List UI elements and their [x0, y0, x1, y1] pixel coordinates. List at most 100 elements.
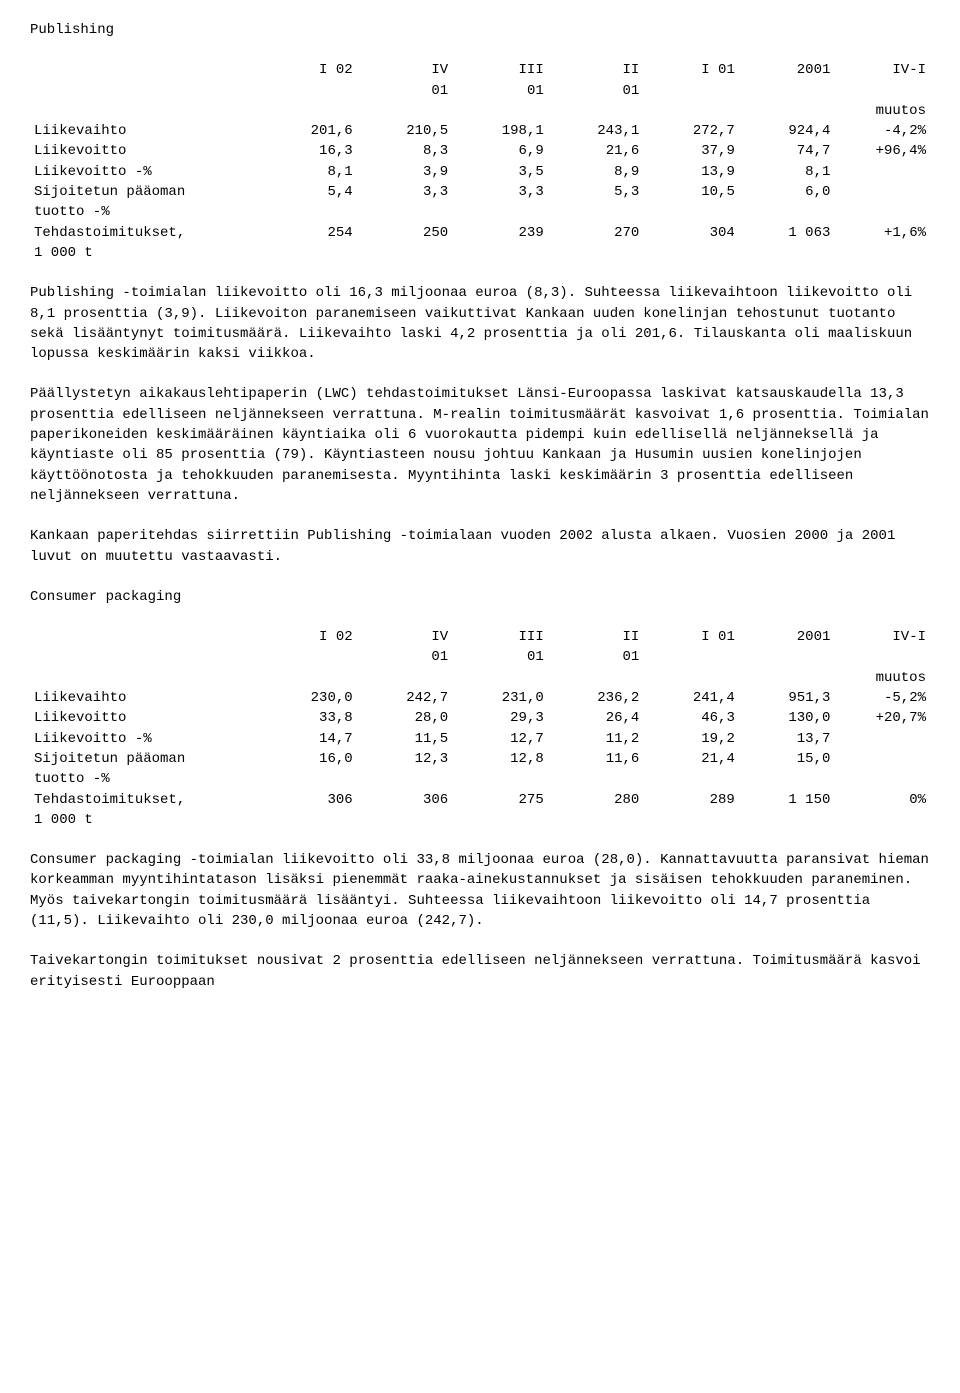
header-cell: [30, 60, 261, 80]
cell-value: 210,5: [357, 121, 453, 141]
cell-value: 289: [643, 790, 739, 810]
cell-value: 16,3: [261, 141, 357, 161]
cell-value: [834, 243, 930, 263]
cell-value: [261, 810, 357, 830]
cell-value: 201,6: [261, 121, 357, 141]
header-cell: I 02: [261, 60, 357, 80]
cell-value: 304: [643, 223, 739, 243]
cell-value: 231,0: [452, 688, 548, 708]
cell-value: 28,0: [357, 708, 453, 728]
cell-value: [548, 810, 644, 830]
header-cell: IV: [357, 627, 453, 647]
consumer-table: I 02 IV III II I 01 2001 IV-I 01 01 01 m…: [30, 627, 930, 830]
cell-value: 3,3: [357, 182, 453, 202]
cell-value: 951,3: [739, 688, 835, 708]
header-cell: IV: [357, 60, 453, 80]
cell-value: 130,0: [739, 708, 835, 728]
cell-value: [643, 769, 739, 789]
cell-value: 5,4: [261, 182, 357, 202]
table-row: Liikevoitto -%14,711,512,711,219,213,7: [30, 729, 930, 749]
table-row: 1 000 t: [30, 810, 930, 830]
row-label: Liikevoitto: [30, 141, 261, 161]
row-label: 1 000 t: [30, 810, 261, 830]
header-cell: [357, 668, 453, 688]
cell-value: 924,4: [739, 121, 835, 141]
cell-value: [452, 243, 548, 263]
cell-value: 6,9: [452, 141, 548, 161]
row-label: Sijoitetun pääoman: [30, 182, 261, 202]
publishing-paragraph: Publishing -toimialan liikevoitto oli 16…: [30, 283, 930, 364]
consumer-title: Consumer packaging: [30, 587, 930, 607]
cell-value: 13,7: [739, 729, 835, 749]
header-cell: [739, 101, 835, 121]
header-cell: [261, 668, 357, 688]
cell-value: 29,3: [452, 708, 548, 728]
cell-value: [357, 202, 453, 222]
cell-value: [452, 810, 548, 830]
cell-value: 270: [548, 223, 644, 243]
cell-value: 11,5: [357, 729, 453, 749]
cell-value: [643, 810, 739, 830]
row-label: Sijoitetun pääoman: [30, 749, 261, 769]
row-label: Liikevoitto -%: [30, 729, 261, 749]
cell-value: 11,2: [548, 729, 644, 749]
header-cell: [834, 81, 930, 101]
header-cell: [643, 81, 739, 101]
header-cell: II: [548, 60, 644, 80]
header-cell: [261, 81, 357, 101]
cell-value: [834, 162, 930, 182]
cell-value: [357, 769, 453, 789]
header-cell: [548, 668, 644, 688]
cell-value: [261, 769, 357, 789]
cell-value: [452, 769, 548, 789]
table-header-row: muutos: [30, 668, 930, 688]
cell-value: 11,6: [548, 749, 644, 769]
cell-value: [834, 769, 930, 789]
cell-value: 1 063: [739, 223, 835, 243]
cell-value: -4,2%: [834, 121, 930, 141]
publishing-paragraph: Päällystetyn aikakauslehtipaperin (LWC) …: [30, 384, 930, 506]
cell-value: 21,4: [643, 749, 739, 769]
row-label: tuotto -%: [30, 202, 261, 222]
cell-value: [548, 769, 644, 789]
row-label: Liikevaihto: [30, 688, 261, 708]
cell-value: 8,1: [261, 162, 357, 182]
header-cell: [452, 668, 548, 688]
cell-value: [834, 810, 930, 830]
consumer-paragraph: Consumer packaging -toimialan liikevoitt…: [30, 850, 930, 931]
header-cell: [30, 647, 261, 667]
cell-value: 275: [452, 790, 548, 810]
cell-value: 46,3: [643, 708, 739, 728]
header-cell: 01: [548, 81, 644, 101]
cell-value: [261, 202, 357, 222]
table-row: Liikevoitto16,38,36,921,637,974,7+96,4%: [30, 141, 930, 161]
cell-value: 8,3: [357, 141, 453, 161]
cell-value: 37,9: [643, 141, 739, 161]
cell-value: 13,9: [643, 162, 739, 182]
table-header-row: 01 01 01: [30, 81, 930, 101]
cell-value: 3,5: [452, 162, 548, 182]
cell-value: [739, 769, 835, 789]
cell-value: +96,4%: [834, 141, 930, 161]
header-cell: [739, 647, 835, 667]
cell-value: 198,1: [452, 121, 548, 141]
table-row: tuotto -%: [30, 769, 930, 789]
table-row: Sijoitetun pääoman5,43,33,35,310,56,0: [30, 182, 930, 202]
consumer-paragraph: Taivekartongin toimitukset nousivat 2 pr…: [30, 951, 930, 992]
cell-value: 14,7: [261, 729, 357, 749]
header-cell: [30, 101, 261, 121]
header-cell: 2001: [739, 627, 835, 647]
header-cell: [643, 101, 739, 121]
cell-value: [357, 243, 453, 263]
header-cell: III: [452, 60, 548, 80]
cell-value: 33,8: [261, 708, 357, 728]
cell-value: 10,5: [643, 182, 739, 202]
header-cell: IV-I: [834, 60, 930, 80]
cell-value: [739, 810, 835, 830]
header-cell: [261, 647, 357, 667]
header-cell: 2001: [739, 60, 835, 80]
cell-value: 21,6: [548, 141, 644, 161]
header-cell: II: [548, 627, 644, 647]
header-cell: I 02: [261, 627, 357, 647]
table-header-row: muutos: [30, 101, 930, 121]
